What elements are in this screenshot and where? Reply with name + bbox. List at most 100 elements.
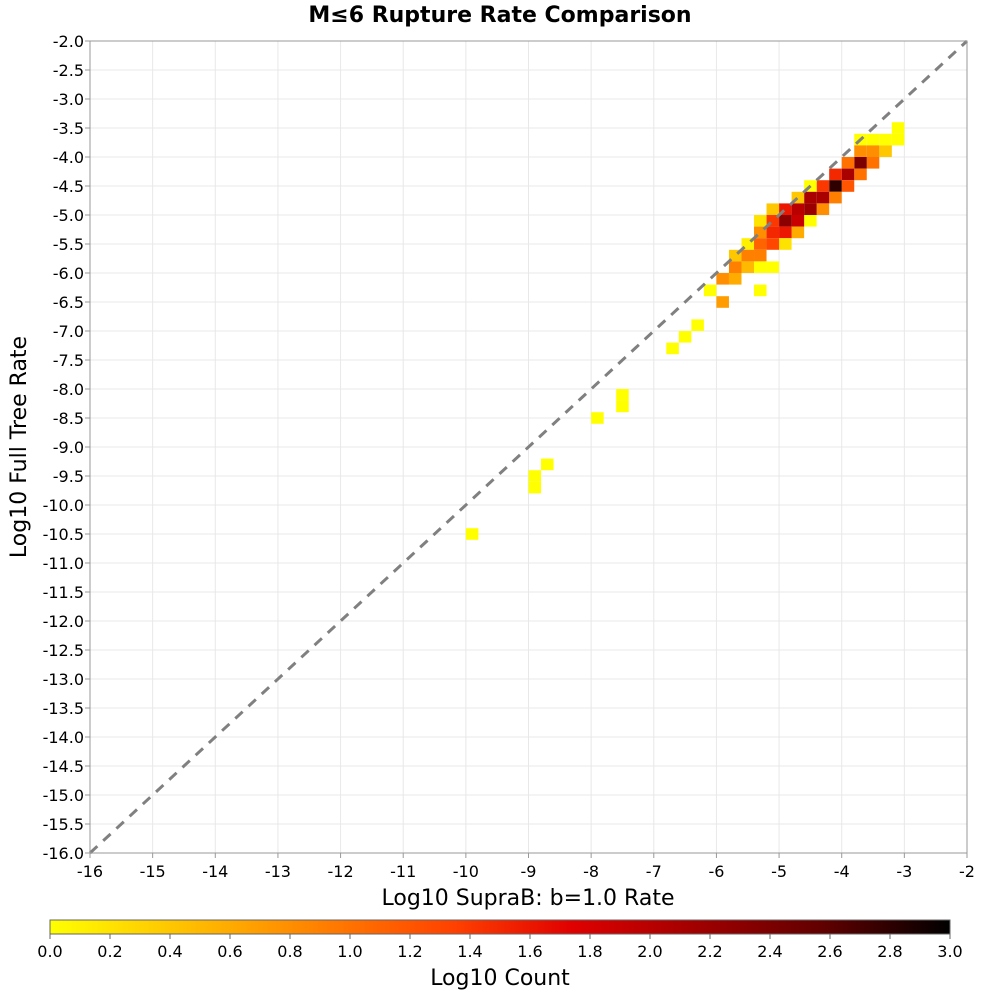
heatmap-cell (866, 145, 880, 157)
heatmap-cell (804, 203, 817, 215)
heatmap-cell (754, 284, 767, 297)
heatmap-cell (766, 215, 780, 227)
heatmap-cell (879, 133, 892, 146)
y-tick-label: -9.5 (53, 467, 84, 486)
grid-lines (89, 40, 968, 854)
y-tick-label: -11.0 (43, 554, 84, 573)
x-tick-label: -11 (390, 862, 416, 881)
colorbar-tick-label: 1.0 (337, 942, 362, 961)
heatmap-cell (754, 238, 767, 250)
y-tick-label: -5.0 (53, 206, 84, 225)
heatmap-cell (829, 191, 842, 204)
heatmap-cell (791, 226, 805, 239)
x-tick-label: -9 (521, 862, 537, 881)
heatmap-cell (691, 319, 704, 331)
y-tick-label: -6.0 (53, 264, 84, 283)
heatmap-cell (716, 273, 729, 285)
x-tick-label: -7 (646, 862, 662, 881)
y-tick-label: -8.5 (53, 409, 84, 428)
colorbar-tick-label: 2.4 (757, 942, 782, 961)
x-tick-label: -6 (708, 862, 724, 881)
y-tick-label: -4.0 (53, 148, 84, 167)
heatmap-cell (816, 191, 830, 204)
heatmap-cell (465, 528, 479, 540)
heatmap-cell (779, 203, 792, 215)
heatmap-cell (804, 215, 817, 227)
heatmap-cell (528, 481, 542, 494)
heatmap-cell (678, 331, 692, 343)
y-tick-label: -3.0 (53, 90, 84, 109)
colorbar-tick-label: 2.8 (877, 942, 902, 961)
heatmap-cell (541, 458, 554, 471)
y-tick-label: -13.5 (43, 699, 84, 718)
heatmap-cell (728, 249, 742, 262)
heatmap-cell (779, 215, 792, 227)
heatmap-cell (891, 133, 905, 146)
heatmap-cell (779, 226, 792, 239)
heatmap-cell (666, 342, 679, 355)
heatmap-cell (854, 168, 867, 181)
y-tick-label: -13.0 (43, 670, 84, 689)
y-tick-label: -15.5 (43, 815, 84, 834)
heatmap-cell (779, 238, 792, 250)
colorbar-tick-label: 1.2 (397, 942, 422, 961)
heatmap-cell (866, 157, 880, 169)
heatmap-cell (754, 226, 767, 239)
heatmap-cell (741, 261, 755, 273)
y-tick-label: -7.0 (53, 322, 84, 341)
heatmap-cell (841, 180, 855, 192)
heatmap-cell (854, 157, 867, 169)
heatmap-cell (879, 145, 892, 157)
y-tick-label: -10.5 (43, 525, 84, 544)
heatmap-cell (829, 168, 842, 181)
colorbar-tick-label: 3.0 (937, 942, 962, 961)
colorbar-label: Log10 Count (430, 966, 570, 991)
heatmap-cell (741, 249, 755, 262)
x-tick-label: -15 (140, 862, 166, 881)
y-tick-label: -10.0 (43, 496, 84, 515)
y-tick-label: -2.5 (53, 61, 84, 80)
y-tick-label: -11.5 (43, 583, 84, 602)
y-tick-label: -2.0 (53, 32, 84, 51)
heatmap-cell (804, 191, 817, 204)
colorbar-tick-label: 0.8 (277, 942, 302, 961)
heatmap-cell (829, 180, 842, 192)
heatmap-cell (616, 389, 629, 401)
colorbar-tick-label: 1.8 (577, 942, 602, 961)
heatmap-cell (866, 133, 880, 146)
heatmap-cell (728, 261, 742, 273)
x-tick-label: -10 (453, 862, 479, 881)
heatmap-cell (728, 273, 742, 285)
y-tick-label: -12.0 (43, 612, 84, 631)
heatmap-cell (741, 238, 755, 250)
y-tick-label: -8.0 (53, 380, 84, 399)
heatmap-cell (816, 203, 830, 215)
heatmap-cell (891, 122, 905, 134)
x-tick-label: -12 (328, 862, 354, 881)
heatmap-cell (816, 180, 830, 192)
colorbar-tick-label: 1.4 (457, 942, 482, 961)
x-tick-label: -2 (959, 862, 975, 881)
y-tick-label: -3.5 (53, 119, 84, 138)
colorbar-tick-label: 1.6 (517, 942, 542, 961)
colorbar-tick-label: 2.0 (637, 942, 662, 961)
y-axis-ticks: -2.0 -2.5 -3.0 -3.5 -4.0 -4.5 -5.0 -5.5 -6.0 -6.5… (43, 32, 90, 863)
y-tick-label: -6.5 (53, 293, 84, 312)
colorbar-tick-label: 2.2 (697, 942, 722, 961)
x-tick-label: -8 (583, 862, 599, 881)
colorbar-tick-label: 0.4 (157, 942, 182, 961)
x-tick-label: -3 (896, 862, 912, 881)
heatmap-cell (791, 215, 805, 227)
heatmap-cell (591, 412, 604, 424)
y-tick-label: -5.5 (53, 235, 84, 254)
y-tick-label: -16.0 (43, 844, 84, 863)
colorbar-tick-label: 0.2 (97, 942, 122, 961)
heatmap-cell (616, 400, 629, 413)
y-tick-label: -14.5 (43, 757, 84, 776)
heatmap-cell (841, 168, 855, 181)
heatmap-cell (791, 203, 805, 215)
heatmap-cell (791, 191, 805, 204)
x-tick-label: -4 (834, 862, 850, 881)
heatmap-cell (716, 296, 729, 308)
